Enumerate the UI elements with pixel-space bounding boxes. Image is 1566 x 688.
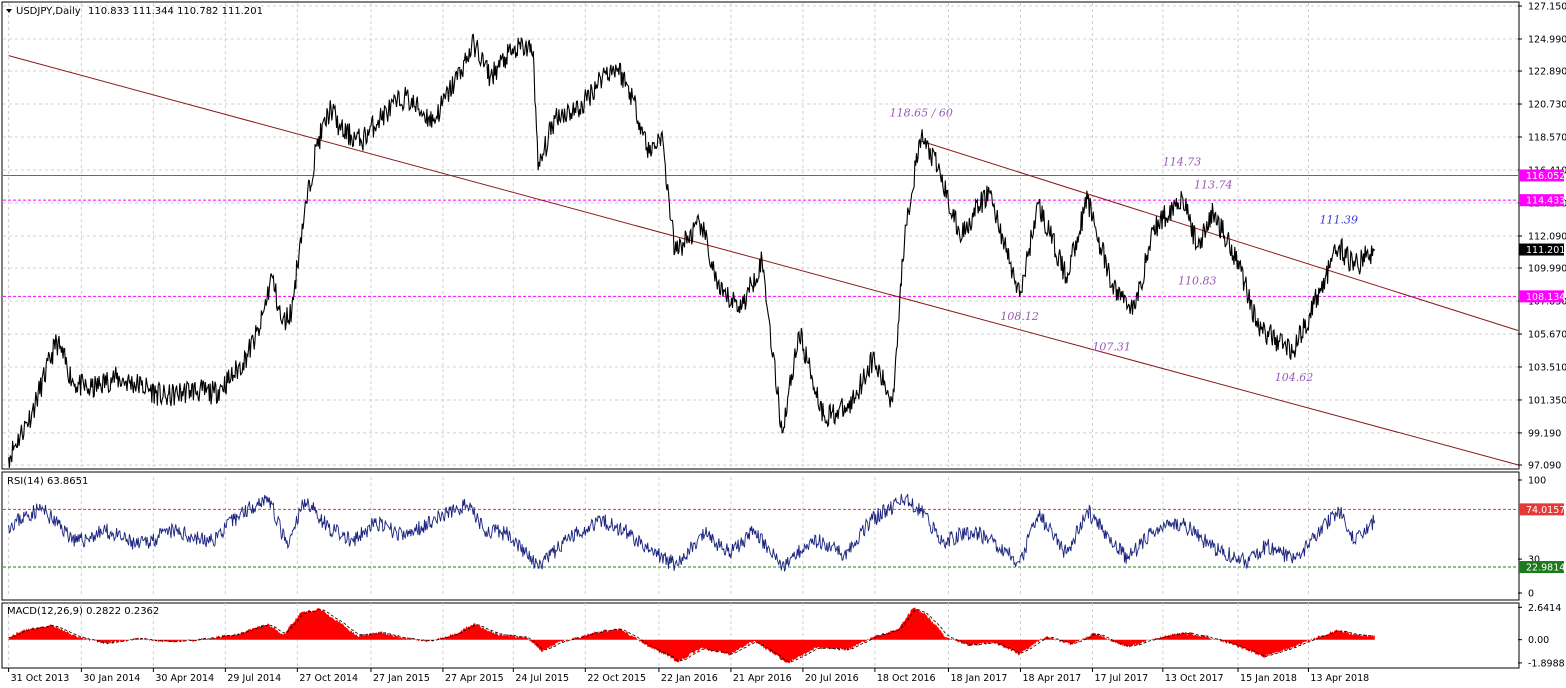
macd-axis: 2.6414 0.00 -1.8988 bbox=[1518, 603, 1565, 669]
price-tick-label: 101.350 bbox=[1528, 395, 1566, 406]
price-tick-label: 109.990 bbox=[1528, 264, 1566, 275]
time-tick-label: 20 Jul 2016 bbox=[805, 673, 859, 684]
time-tick-label: 31 Oct 2013 bbox=[11, 673, 70, 684]
level-label: 116.052 bbox=[1526, 171, 1565, 182]
time-axis: 31 Oct 2013 30 Jan 2014 30 Apr 2014 29 Jul … bbox=[8, 668, 1369, 684]
level-badge bbox=[1519, 194, 1564, 207]
horizontal-levels bbox=[3, 174, 1518, 297]
rsi-line bbox=[8, 493, 1376, 572]
time-tick-label: 13 Apr 2018 bbox=[1310, 673, 1369, 684]
time-tick-label: 21 Apr 2016 bbox=[733, 673, 792, 684]
macd-tick-label: 0.00 bbox=[1528, 635, 1549, 646]
macd-histogram bbox=[8, 607, 1375, 664]
time-tick-label: 18 Jan 2017 bbox=[950, 673, 1007, 684]
channel-line[interactable] bbox=[8, 55, 1519, 466]
price-tick-label: 122.890 bbox=[1528, 67, 1566, 78]
price-annotations: 118.65 / 60 114.73 113.74 111.39 110.83 108.1… bbox=[890, 107, 1358, 384]
time-tick-label: 27 Apr 2015 bbox=[445, 673, 504, 684]
price-tick-label: 103.510 bbox=[1528, 362, 1566, 373]
time-tick-label: 22 Oct 2015 bbox=[587, 673, 646, 684]
price-title: USDJPY,Daily bbox=[16, 6, 81, 17]
time-tick-label: 29 Jul 2014 bbox=[227, 673, 281, 684]
time-tick-label: 27 Oct 2014 bbox=[299, 673, 358, 684]
last-price-badge bbox=[1519, 243, 1564, 256]
time-tick-label: 18 Apr 2017 bbox=[1022, 673, 1081, 684]
level-badge bbox=[1519, 169, 1564, 182]
rsi-level-badge bbox=[1519, 561, 1564, 574]
price-line bbox=[8, 33, 1376, 468]
price-tick-label: 124.990 bbox=[1528, 34, 1566, 45]
level-label: 108.134 bbox=[1526, 292, 1565, 303]
price-tick-label: 97.090 bbox=[1528, 461, 1561, 472]
macd-title: MACD(12,26,9) 0.2822 0.2362 bbox=[7, 606, 159, 617]
price-tick-label: 118.570 bbox=[1528, 133, 1566, 144]
time-tick-label: 24 Jul 2015 bbox=[515, 673, 569, 684]
price-axis: 127.150124.990122.890120.730118.570116.4… bbox=[1518, 2, 1566, 472]
ohlc-readout: 110.833 111.344 110.782 111.201 bbox=[88, 6, 263, 17]
rsi-axis: 100 30 0 74.0157 22.9814 bbox=[1518, 476, 1565, 600]
level-badge bbox=[1519, 290, 1564, 303]
time-tick-label: 15 Jan 2018 bbox=[1240, 673, 1297, 684]
price-title-block: USDJPY,Daily 110.833 111.344 110.782 111… bbox=[6, 6, 263, 17]
dropdown-arrow-icon[interactable] bbox=[6, 9, 12, 13]
level-label: 114.433 bbox=[1526, 196, 1565, 207]
time-tick-label: 22 Jan 2016 bbox=[661, 673, 718, 684]
price-tick-label: 120.730 bbox=[1528, 100, 1566, 111]
time-tick-label: 18 Oct 2016 bbox=[877, 673, 936, 684]
rsi-grid bbox=[8, 477, 1309, 595]
time-tick-label: 13 Oct 2017 bbox=[1165, 673, 1224, 684]
last-price-label: 111.201 bbox=[1526, 245, 1565, 256]
price-series bbox=[8, 33, 1376, 468]
macd-tick-label: 2.6414 bbox=[1528, 603, 1561, 614]
rsi-level-label: 74.0157 bbox=[1526, 505, 1565, 516]
price-tick-label: 105.670 bbox=[1528, 329, 1566, 340]
price-annotation: 107.31 bbox=[1092, 340, 1131, 353]
rsi-tick-label: 0 bbox=[1528, 589, 1534, 600]
macd-tick-label: -1.8988 bbox=[1528, 658, 1565, 669]
time-tick-label: 17 Jul 2017 bbox=[1094, 673, 1148, 684]
rsi-tick-label: 100 bbox=[1528, 476, 1546, 487]
rsi-series bbox=[8, 493, 1376, 572]
time-tick-label: 30 Apr 2014 bbox=[155, 673, 214, 684]
rsi-level-label: 22.9814 bbox=[1526, 563, 1565, 574]
rsi-tick-label: 30 bbox=[1528, 555, 1540, 566]
time-tick-label: 30 Jan 2014 bbox=[83, 673, 140, 684]
time-tick-label: 27 Jan 2015 bbox=[373, 673, 430, 684]
price-annotation: 113.74 bbox=[1194, 178, 1233, 191]
price-annotation: 110.83 bbox=[1178, 275, 1217, 288]
price-tick-label: 112.090 bbox=[1528, 231, 1566, 242]
price-tick-label: 99.190 bbox=[1528, 428, 1561, 439]
rsi-title: RSI(14) 63.8651 bbox=[7, 476, 88, 487]
price-annotation: 114.73 bbox=[1163, 156, 1202, 169]
macd-series bbox=[8, 607, 1375, 664]
price-annotation: 111.39 bbox=[1320, 214, 1359, 227]
rsi-level-badge bbox=[1519, 503, 1564, 516]
price-annotation: 104.62 bbox=[1275, 371, 1314, 384]
price-annotation: 108.12 bbox=[1000, 310, 1039, 323]
price-tick-label: 127.150 bbox=[1528, 2, 1566, 13]
price-annotation: 118.65 / 60 bbox=[890, 107, 953, 120]
